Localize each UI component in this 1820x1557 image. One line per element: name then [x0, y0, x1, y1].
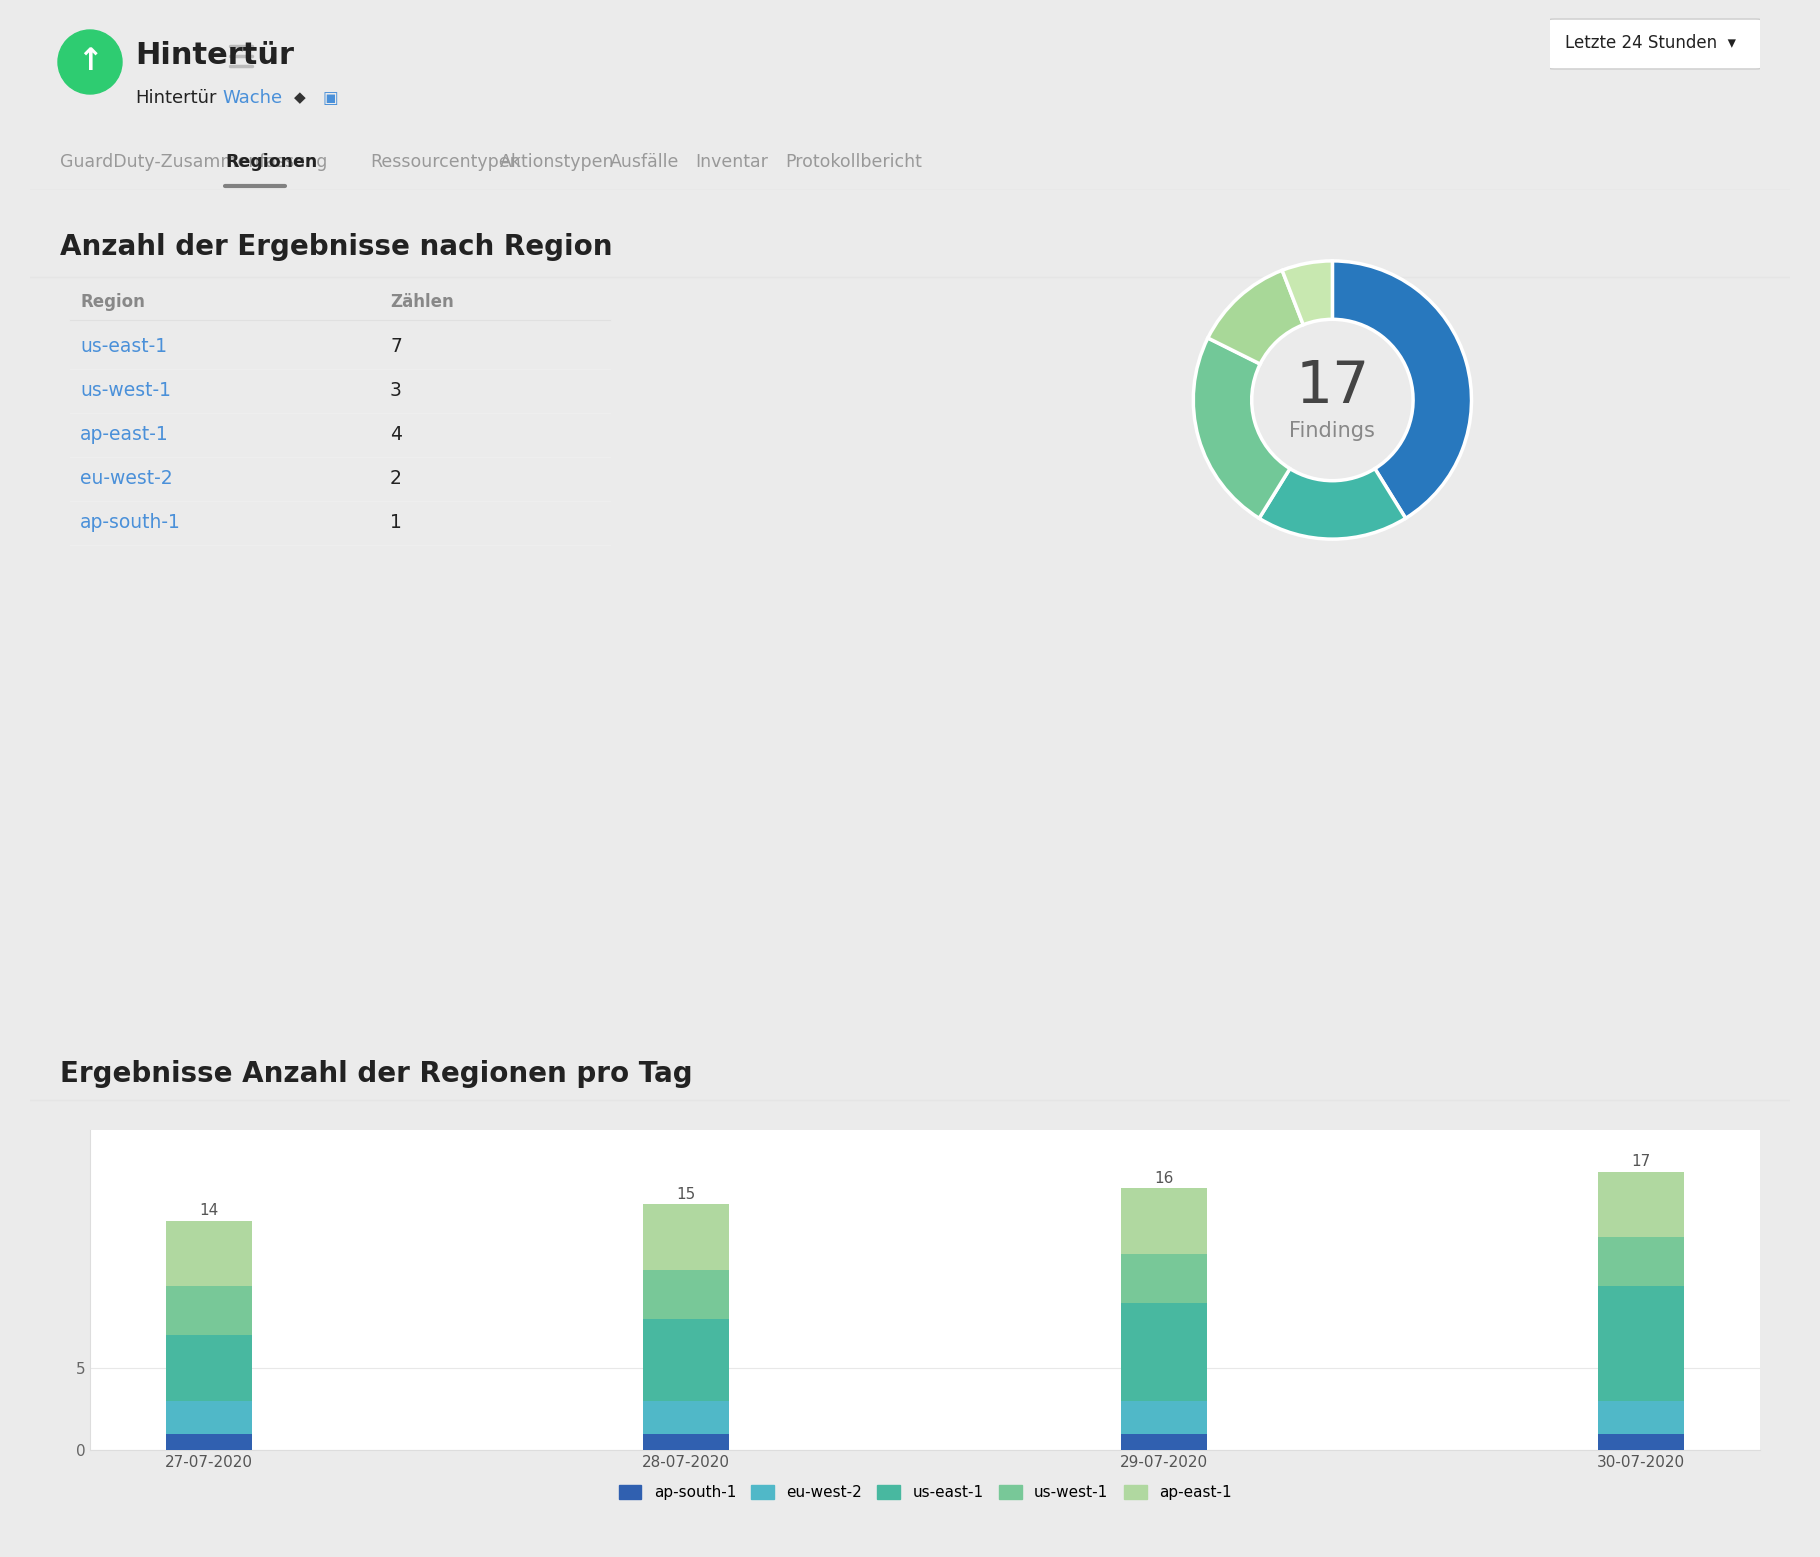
- Text: Anzahl der Ergebnisse nach Region: Anzahl der Ergebnisse nach Region: [60, 234, 613, 262]
- Text: eu-west-2: eu-west-2: [80, 470, 173, 489]
- Text: 7: 7: [389, 338, 402, 357]
- Bar: [1121, 1188, 1207, 1253]
- Text: Hintertür: Hintertür: [135, 89, 217, 107]
- Bar: [642, 1271, 730, 1319]
- Text: 16: 16: [1154, 1171, 1174, 1185]
- Bar: [1121, 1303, 1207, 1401]
- Text: Region: Region: [80, 293, 146, 311]
- Text: Wache: Wache: [222, 89, 282, 107]
- Text: ap-east-1: ap-east-1: [80, 425, 169, 444]
- Bar: [1121, 1253, 1207, 1303]
- Legend: ap-south-1, eu-west-2, us-east-1, us-west-1, ap-east-1: ap-south-1, eu-west-2, us-east-1, us-wes…: [612, 1479, 1238, 1506]
- Bar: [1121, 1401, 1207, 1434]
- Text: Ressourcentypen: Ressourcentypen: [369, 153, 521, 171]
- Bar: [1598, 1434, 1684, 1450]
- Wedge shape: [1259, 469, 1405, 539]
- Text: ↑: ↑: [76, 48, 102, 76]
- Text: Aktionstypen: Aktionstypen: [501, 153, 615, 171]
- Wedge shape: [1281, 262, 1332, 325]
- Text: 14: 14: [198, 1204, 218, 1219]
- Text: Letzte 24 Stunden  ▾: Letzte 24 Stunden ▾: [1565, 34, 1736, 51]
- Text: Ergebnisse Anzahl der Regionen pro Tag: Ergebnisse Anzahl der Regionen pro Tag: [60, 1060, 693, 1088]
- Text: ap-south-1: ap-south-1: [80, 514, 180, 532]
- Bar: [166, 1286, 251, 1336]
- Bar: [642, 1401, 730, 1434]
- Wedge shape: [1208, 271, 1303, 364]
- Bar: [166, 1336, 251, 1401]
- Text: GuardDuty-Zusammenfassung: GuardDuty-Zusammenfassung: [60, 153, 328, 171]
- Text: Protokollbericht: Protokollbericht: [784, 153, 923, 171]
- Bar: [642, 1205, 730, 1271]
- Text: 17: 17: [1631, 1154, 1651, 1169]
- Bar: [166, 1434, 251, 1450]
- Text: 17: 17: [1296, 358, 1369, 414]
- Text: 4: 4: [389, 425, 402, 444]
- Text: Hintertür: Hintertür: [135, 42, 295, 70]
- Bar: [1121, 1434, 1207, 1450]
- Text: 3: 3: [389, 381, 402, 400]
- Bar: [642, 1319, 730, 1401]
- Wedge shape: [1194, 338, 1290, 518]
- Text: Regionen: Regionen: [226, 153, 317, 171]
- Text: us-west-1: us-west-1: [80, 381, 171, 400]
- Text: Ausfälle: Ausfälle: [610, 153, 679, 171]
- Text: us-east-1: us-east-1: [80, 338, 167, 357]
- Text: 1: 1: [389, 514, 402, 532]
- Text: Zählen: Zählen: [389, 293, 453, 311]
- Bar: [1598, 1172, 1684, 1238]
- Bar: [166, 1221, 251, 1286]
- Text: ◆: ◆: [295, 90, 306, 106]
- Bar: [166, 1401, 251, 1434]
- Bar: [642, 1434, 730, 1450]
- Circle shape: [58, 30, 122, 93]
- Text: Inventar: Inventar: [695, 153, 768, 171]
- Bar: [1598, 1401, 1684, 1434]
- Bar: [1598, 1286, 1684, 1401]
- Text: 2: 2: [389, 470, 402, 489]
- Bar: [1598, 1238, 1684, 1286]
- Text: 15: 15: [677, 1186, 695, 1202]
- Text: Findings: Findings: [1289, 420, 1376, 441]
- Text: ▣: ▣: [322, 89, 339, 107]
- FancyBboxPatch shape: [1547, 19, 1762, 69]
- Wedge shape: [1332, 262, 1472, 518]
